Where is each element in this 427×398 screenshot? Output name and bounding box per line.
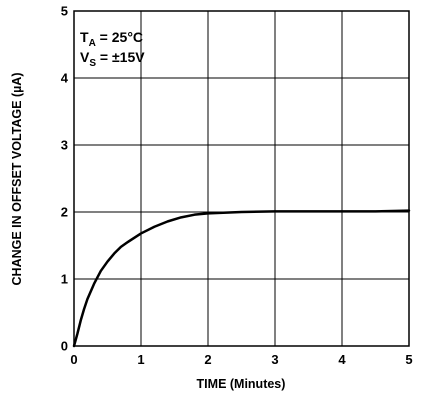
annotation-temperature-subscript: A xyxy=(89,38,96,49)
y-tick-label: 0 xyxy=(61,339,68,354)
x-tick-label: 1 xyxy=(137,352,144,367)
x-tick-label: 5 xyxy=(405,352,412,367)
annotation-temperature: TA = 25°C xyxy=(80,29,143,49)
plot-frame xyxy=(73,10,410,347)
annotation-temperature-symbol: T xyxy=(80,29,89,45)
x-axis-label: TIME (Minutes) xyxy=(197,377,286,391)
y-axis-label: CHANGE IN OFFSET VOLTAGE (µA) xyxy=(10,73,24,286)
annotation-temperature-value: = 25°C xyxy=(96,29,143,45)
x-tick-label: 2 xyxy=(204,352,211,367)
annotation-supply-value: = ±15V xyxy=(96,49,145,65)
series-line xyxy=(72,209,411,348)
y-tick-label: 1 xyxy=(61,272,68,287)
annotation-supply-symbol: V xyxy=(80,49,90,65)
x-tick-label: 0 xyxy=(70,352,77,367)
y-tick-label: 2 xyxy=(61,205,68,220)
series-layer xyxy=(72,209,411,348)
y-tick-label: 3 xyxy=(61,138,68,153)
y-tick-labels: 0 1 2 3 4 5 xyxy=(61,4,69,354)
annotation-supply-subscript: S xyxy=(89,58,96,69)
x-tick-label: 4 xyxy=(338,352,346,367)
y-tick-label: 4 xyxy=(61,71,69,86)
y-tick-label: 5 xyxy=(61,4,68,19)
x-tick-label: 3 xyxy=(271,352,278,367)
x-tick-labels: 0 1 2 3 4 5 xyxy=(70,352,412,367)
annotation-supply: VS = ±15V xyxy=(80,49,145,69)
